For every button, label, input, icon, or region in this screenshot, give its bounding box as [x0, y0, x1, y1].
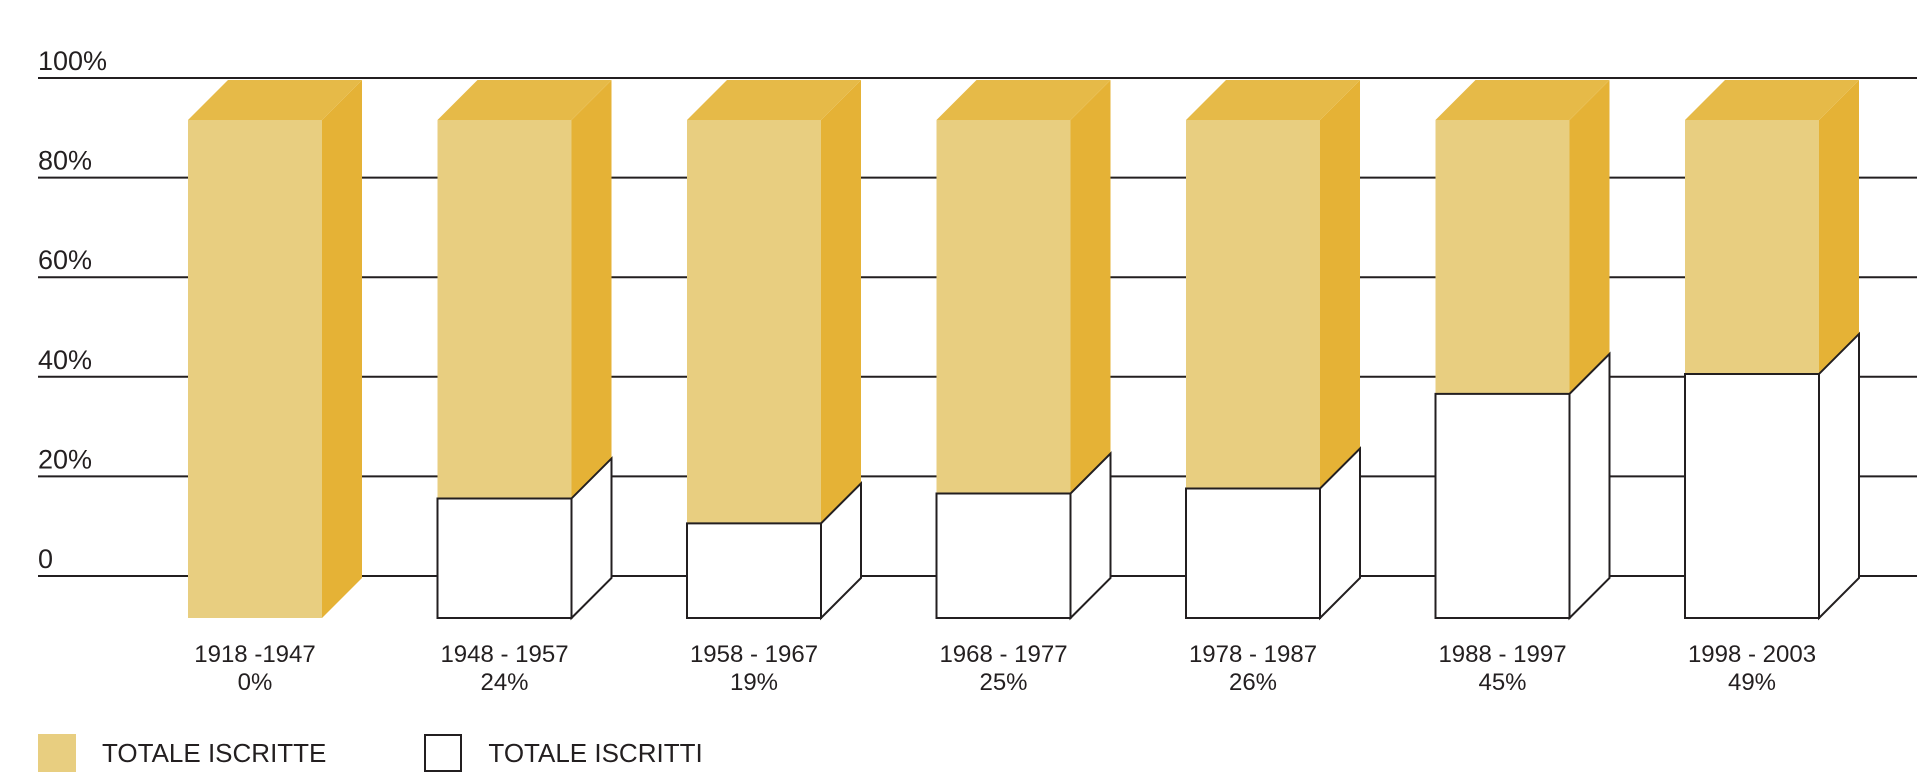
bar-women-front [687, 120, 821, 524]
bar-women-top [687, 80, 861, 120]
bar-women-side [1070, 80, 1111, 494]
legend-label-totale-iscritte: TOTALE ISCRITTE [102, 737, 327, 768]
y-tick-label: 100% [38, 46, 107, 76]
legend-item-totale-iscritti: TOTALE ISCRITTI [424, 734, 703, 772]
x-category-label: 1978 - 1987 [1189, 641, 1317, 668]
bar-group [436, 80, 613, 621]
y-tick-label: 40% [38, 345, 92, 375]
y-tick-label: 80% [38, 146, 92, 176]
bar-women-front [936, 120, 1071, 494]
legend-item-totale-iscritte: TOTALE ISCRITTE [38, 734, 326, 772]
bar-group [686, 80, 862, 621]
bar-women-front [1435, 120, 1570, 394]
legend-label-totale-iscritti: TOTALE ISCRITTI [488, 737, 703, 768]
bar-group [1684, 80, 1860, 621]
bar-group [188, 80, 362, 618]
bar-women-side [571, 80, 612, 499]
bar-data-label: 26% [1229, 669, 1277, 696]
legend-swatch-totale-iscritti [424, 734, 463, 772]
bar-women-front [1186, 120, 1320, 489]
bar-data-label: 49% [1728, 669, 1776, 696]
bar-women-front [188, 120, 322, 618]
legend: TOTALE ISCRITTE TOTALE ISCRITTI [38, 734, 801, 772]
bar-women-front [1685, 120, 1819, 374]
bar-men-front [436, 497, 573, 619]
bar-men-side [1069, 451, 1112, 621]
legend-swatch-totale-iscritte [38, 734, 76, 772]
bar-data-label: 45% [1478, 669, 1526, 696]
bars [188, 80, 1860, 621]
y-tick-label: 0 [38, 544, 53, 574]
bar-women-side [1569, 80, 1610, 394]
bar-data-label: 0% [238, 669, 273, 696]
bar-group [1434, 80, 1611, 621]
y-tick-label: 60% [38, 245, 92, 275]
bar-data-label: 25% [979, 669, 1027, 696]
bar-group [1185, 80, 1361, 621]
bar-women-top [1435, 80, 1610, 120]
bar-women-top [1186, 80, 1360, 120]
bar-women-side [1320, 80, 1360, 489]
bar-group [935, 80, 1112, 621]
bar-data-label: 24% [480, 669, 528, 696]
x-category-label: 1968 - 1977 [939, 641, 1067, 668]
bar-women-top [936, 80, 1111, 120]
x-category-label: 1998 - 2003 [1688, 641, 1816, 668]
bar-women-side [821, 80, 861, 524]
bar-men-front [1434, 392, 1571, 619]
bar-men-side [820, 480, 862, 621]
bar-men-front [935, 492, 1072, 619]
x-category-label: 1948 - 1957 [440, 641, 568, 668]
bar-men-side [1568, 351, 1611, 621]
bar-women-top [1685, 80, 1859, 120]
bar-data-label: 19% [730, 669, 778, 696]
bar-women-side [1819, 80, 1859, 374]
x-category-label: 1988 - 1997 [1438, 641, 1566, 668]
bar-men-front [1185, 487, 1321, 619]
x-category-label: 1958 - 1967 [690, 641, 818, 668]
bar-men-front [1684, 372, 1820, 619]
x-category-label: 1918 -1947 [194, 641, 315, 668]
y-tick-label: 20% [38, 444, 92, 474]
bar-women-top [188, 80, 362, 120]
bar-men-side [570, 456, 613, 621]
bar-men-side [1319, 446, 1361, 621]
bar-women-top [437, 80, 612, 120]
bar-men-front [686, 522, 822, 619]
bar-women-side [322, 80, 362, 618]
bar-men-side [1818, 331, 1860, 621]
bar-women-front [437, 120, 572, 499]
